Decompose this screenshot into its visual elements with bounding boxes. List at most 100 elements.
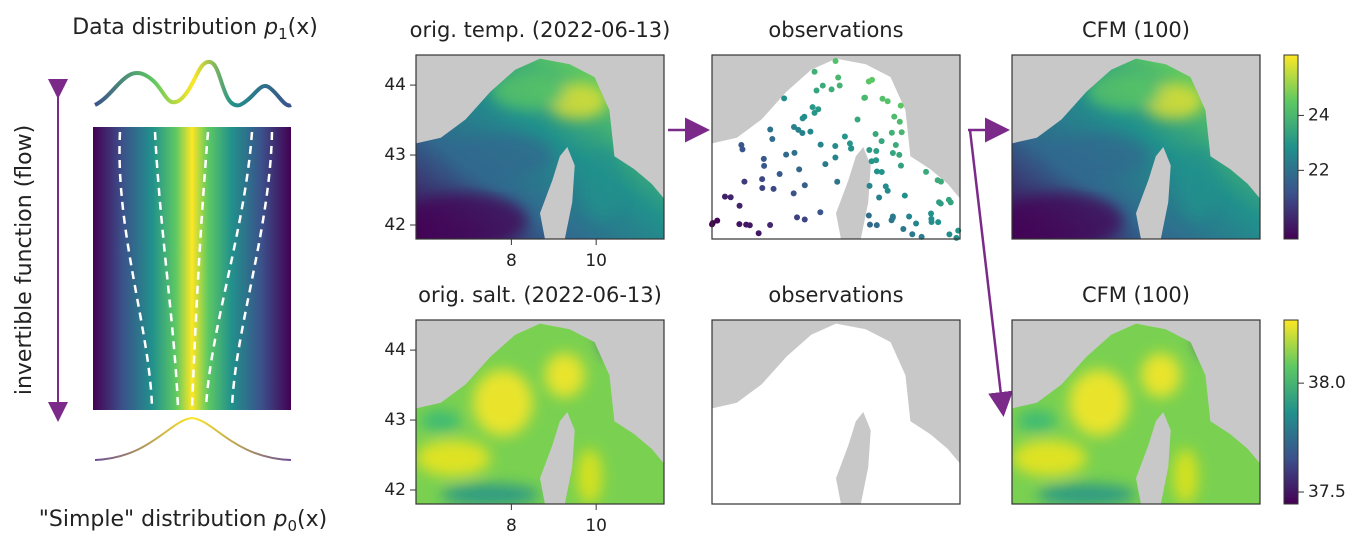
observation-dot: [761, 163, 767, 169]
observation-dot: [800, 115, 806, 121]
observation-dot: [862, 95, 868, 101]
observation-dot: [832, 155, 838, 161]
observation-dot: [880, 96, 886, 102]
observation-dot: [885, 98, 891, 104]
blob: [1141, 353, 1181, 397]
observation-dot: [714, 218, 720, 224]
observation-dot: [737, 203, 743, 209]
bottom-label: "Simple" distribution p0(x): [39, 507, 327, 535]
observation-dot: [890, 150, 896, 156]
colorbar-tick-label: 22: [1308, 160, 1330, 180]
observation-dot: [946, 197, 952, 203]
y-tick-label: 44: [384, 340, 406, 360]
blob: [1069, 370, 1129, 436]
observation-dot: [898, 163, 904, 169]
observation-dot: [812, 110, 818, 116]
blob: [1049, 134, 1148, 178]
panel-title: orig. temp. (2022-06-13): [410, 18, 671, 42]
flow-heatmap: [93, 127, 291, 410]
observation-dot: [899, 129, 905, 135]
panel-title: orig. salt. (2022-06-13): [418, 283, 662, 307]
blob: [404, 193, 528, 248]
y-tick-label: 42: [384, 480, 406, 500]
observation-dot: [847, 140, 853, 146]
observation-dot: [900, 226, 906, 232]
observation-dot: [867, 183, 873, 189]
observation-dot: [834, 179, 840, 185]
observation-dot: [756, 230, 762, 236]
observation-dot: [873, 131, 879, 137]
observation-dot: [791, 190, 797, 196]
simple-density-curve: [95, 418, 291, 460]
observation-dot: [866, 212, 872, 218]
panel-title: CFM (100): [1082, 18, 1190, 42]
observation-dot: [874, 168, 880, 174]
panel-title: observations: [768, 283, 903, 307]
blob: [453, 134, 552, 178]
figure: Data distribution p1(x) invertible funct…: [0, 0, 1353, 540]
observation-dot: [791, 150, 797, 156]
observation-dot: [802, 217, 808, 223]
observation-dot: [783, 152, 789, 158]
observation-dot: [879, 138, 885, 144]
blob: [473, 370, 533, 436]
observation-dot: [935, 177, 941, 183]
observation-dot: [761, 156, 767, 162]
observation-dot: [902, 193, 908, 199]
blob: [1012, 440, 1086, 477]
blob: [545, 353, 585, 397]
observation-dot: [822, 161, 828, 167]
observation-dot: [867, 222, 873, 228]
observation-dot: [769, 136, 775, 142]
colorbar-tick-label: 37.5: [1308, 482, 1346, 502]
observation-dot: [814, 88, 820, 94]
panel-title: CFM (100): [1082, 283, 1190, 307]
observation-dot: [781, 95, 787, 101]
observation-dot: [835, 74, 841, 80]
observation-dot: [929, 219, 935, 225]
observation-dot: [913, 220, 919, 226]
observation-dot: [802, 182, 808, 188]
observation-dot: [796, 166, 802, 172]
observation-dot: [891, 114, 897, 120]
observation-dot: [874, 222, 880, 228]
data-density-curve: [95, 62, 291, 106]
observation-dot: [833, 58, 839, 64]
blob: [1037, 484, 1136, 506]
blob: [582, 147, 622, 221]
y-tick-label: 44: [384, 75, 406, 95]
top-label: Data distribution p1(x): [72, 15, 318, 43]
observation-dot: [936, 199, 942, 205]
observation-dot: [777, 171, 783, 177]
y-tick-label: 42: [384, 215, 406, 235]
observation-dot: [873, 148, 879, 154]
observation-dot: [935, 219, 941, 225]
observation-dot: [855, 117, 861, 123]
blob: [421, 410, 461, 432]
x-tick-label: 10: [585, 251, 607, 271]
observation-dot: [741, 179, 747, 185]
observation-dot: [890, 215, 896, 221]
observation-dot: [810, 104, 816, 110]
observation-dot: [889, 130, 895, 136]
observation-dot: [896, 152, 902, 158]
observation-dot: [906, 213, 912, 219]
observation-dot: [885, 188, 891, 194]
observation-dot: [736, 221, 742, 227]
x-tick-label: 8: [506, 516, 517, 536]
axis-label: invertible function (flow): [12, 125, 37, 395]
observation-dot: [837, 82, 843, 88]
observation-dot: [953, 235, 959, 241]
observation-dot: [873, 157, 879, 163]
colorbar: [1284, 320, 1298, 504]
observation-dot: [842, 134, 848, 140]
colorbar: [1284, 55, 1298, 239]
y-tick-label: 43: [384, 145, 406, 165]
observation-dot: [893, 142, 899, 148]
observation-dot: [812, 69, 818, 75]
blob: [1000, 193, 1124, 248]
x-tick-label: 8: [506, 251, 517, 271]
blob: [1178, 147, 1218, 221]
colorbar-tick-label: 24: [1308, 105, 1330, 125]
blob: [441, 484, 540, 506]
